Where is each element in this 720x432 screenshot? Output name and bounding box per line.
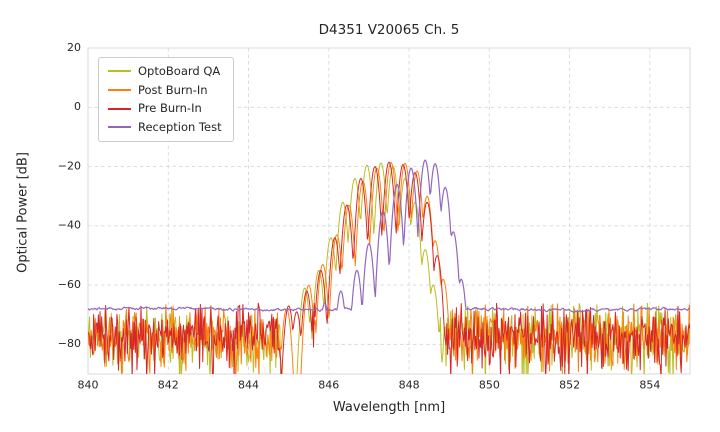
legend-line-swatch [108, 70, 131, 73]
legend-line-swatch [108, 107, 131, 110]
legend-item: OptoBoard QA [108, 65, 222, 78]
legend-item: Pre Burn-In [108, 102, 222, 115]
legend-item: Post Burn-In [108, 82, 222, 97]
legend-label: Pre Burn-In [138, 101, 202, 116]
legend-line-swatch [108, 126, 131, 129]
legend-label: OptoBoard QA [138, 64, 221, 78]
legend-item: Reception Test [108, 121, 222, 134]
y-axis-label: Optical Power [dB] [15, 152, 31, 273]
legend: OptoBoard QA Post Burn-In Pre Burn-In Re… [98, 57, 234, 142]
legend-line-swatch [108, 88, 131, 91]
legend-label: Reception Test [138, 119, 222, 134]
legend-label: Post Burn-In [138, 82, 208, 97]
chart-title: D4351 V20065 Ch. 5 [318, 22, 460, 38]
x-axis-label: Wavelength [nm] [332, 400, 446, 415]
